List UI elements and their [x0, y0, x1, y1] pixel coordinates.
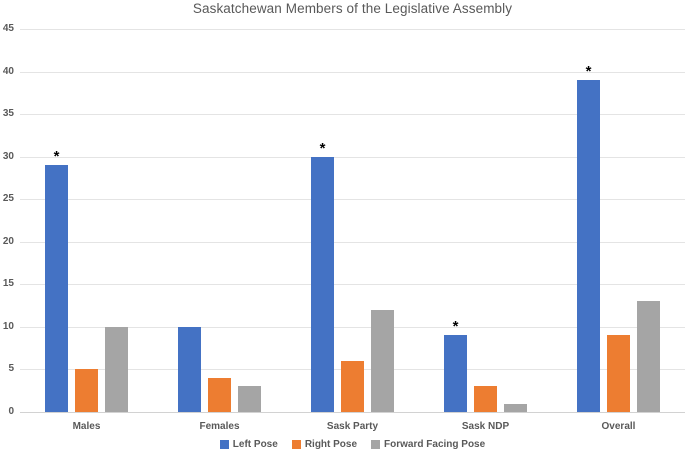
significance-asterisk-overall: *: [585, 63, 592, 81]
gridline-20: [20, 241, 685, 243]
bar-males-left-pose: [45, 165, 68, 412]
legend-label-left-pose: Left Pose: [232, 439, 278, 450]
x-category-label-males: Males: [72, 421, 101, 432]
gridline-10: [20, 326, 685, 328]
y-tick-label-5: 5: [8, 363, 14, 375]
y-tick-label-0: 0: [8, 406, 14, 417]
legend-label-forward-facing-pose: Forward Facing Pose: [384, 439, 486, 450]
y-tick-label-25: 25: [2, 193, 14, 205]
bar-overall-left-pose: [577, 80, 600, 412]
bar-overall-right-pose: [607, 335, 630, 412]
y-tick-label-40: 40: [2, 65, 14, 77]
gridline-30: [20, 156, 685, 158]
bar-females-left-pose: [178, 326, 201, 412]
bar-males-forward-facing-pose: [105, 326, 128, 412]
y-tick-label-10: 10: [2, 320, 14, 332]
bar-overall-forward-facing-pose: [637, 301, 660, 412]
bar-females-right-pose: [208, 377, 231, 412]
bar-sask-party-right-pose: [341, 360, 364, 412]
bar-females-forward-facing-pose: [238, 386, 261, 412]
y-tick-label-15: 15: [2, 278, 14, 290]
legend-swatch-right-pose: [291, 440, 301, 449]
chart-title: Saskatchewan Members of the Legislative …: [192, 1, 513, 16]
y-tick-label-30: 30: [2, 150, 14, 162]
y-tick-label-45: 45: [2, 23, 14, 34]
bar-sask-party-left-pose: [311, 156, 334, 412]
gridline-15: [20, 284, 685, 286]
y-tick-label-20: 20: [2, 235, 14, 247]
bar-sask-ndp-right-pose: [474, 386, 497, 412]
x-category-label-sask-party: Sask Party: [326, 421, 379, 432]
significance-asterisk-males: *: [53, 148, 60, 166]
significance-asterisk-sask-ndp: *: [452, 318, 459, 336]
x-category-label-overall: Overall: [601, 421, 636, 432]
legend-swatch-forward-facing-pose: [371, 440, 381, 449]
legend-label-right-pose: Right Pose: [304, 439, 358, 450]
legend-item-right-pose: Right Pose: [291, 439, 358, 450]
gridline-45: [20, 29, 685, 30]
plot-area: * * * *: [20, 29, 685, 413]
x-axis: Males Females Sask Party Sask NDP Overall: [20, 420, 685, 434]
significance-asterisk-sask-party: *: [319, 139, 326, 157]
bar-sask-ndp-left-pose: [444, 335, 467, 412]
x-category-label-females: Females: [199, 421, 240, 432]
legend-item-left-pose: Left Pose: [219, 439, 278, 450]
gridline-35: [20, 114, 685, 116]
x-category-label-sask-ndp: Sask NDP: [461, 421, 510, 432]
bar-sask-ndp-forward-facing-pose: [504, 403, 527, 412]
y-axis: 0 5 10 15 20 25 30 35 40 45: [0, 23, 15, 417]
bar-males-right-pose: [75, 369, 98, 412]
gridline-40: [20, 71, 685, 73]
y-tick-label-35: 35: [2, 108, 14, 120]
legend: Left Pose Right Pose Forward Facing Pose: [20, 439, 685, 450]
legend-item-forward-facing-pose: Forward Facing Pose: [371, 439, 485, 450]
gridline-0: [20, 412, 685, 413]
bar-sask-party-forward-facing-pose: [371, 309, 394, 412]
gridline-25: [20, 199, 685, 201]
legend-swatch-left-pose: [219, 440, 229, 449]
